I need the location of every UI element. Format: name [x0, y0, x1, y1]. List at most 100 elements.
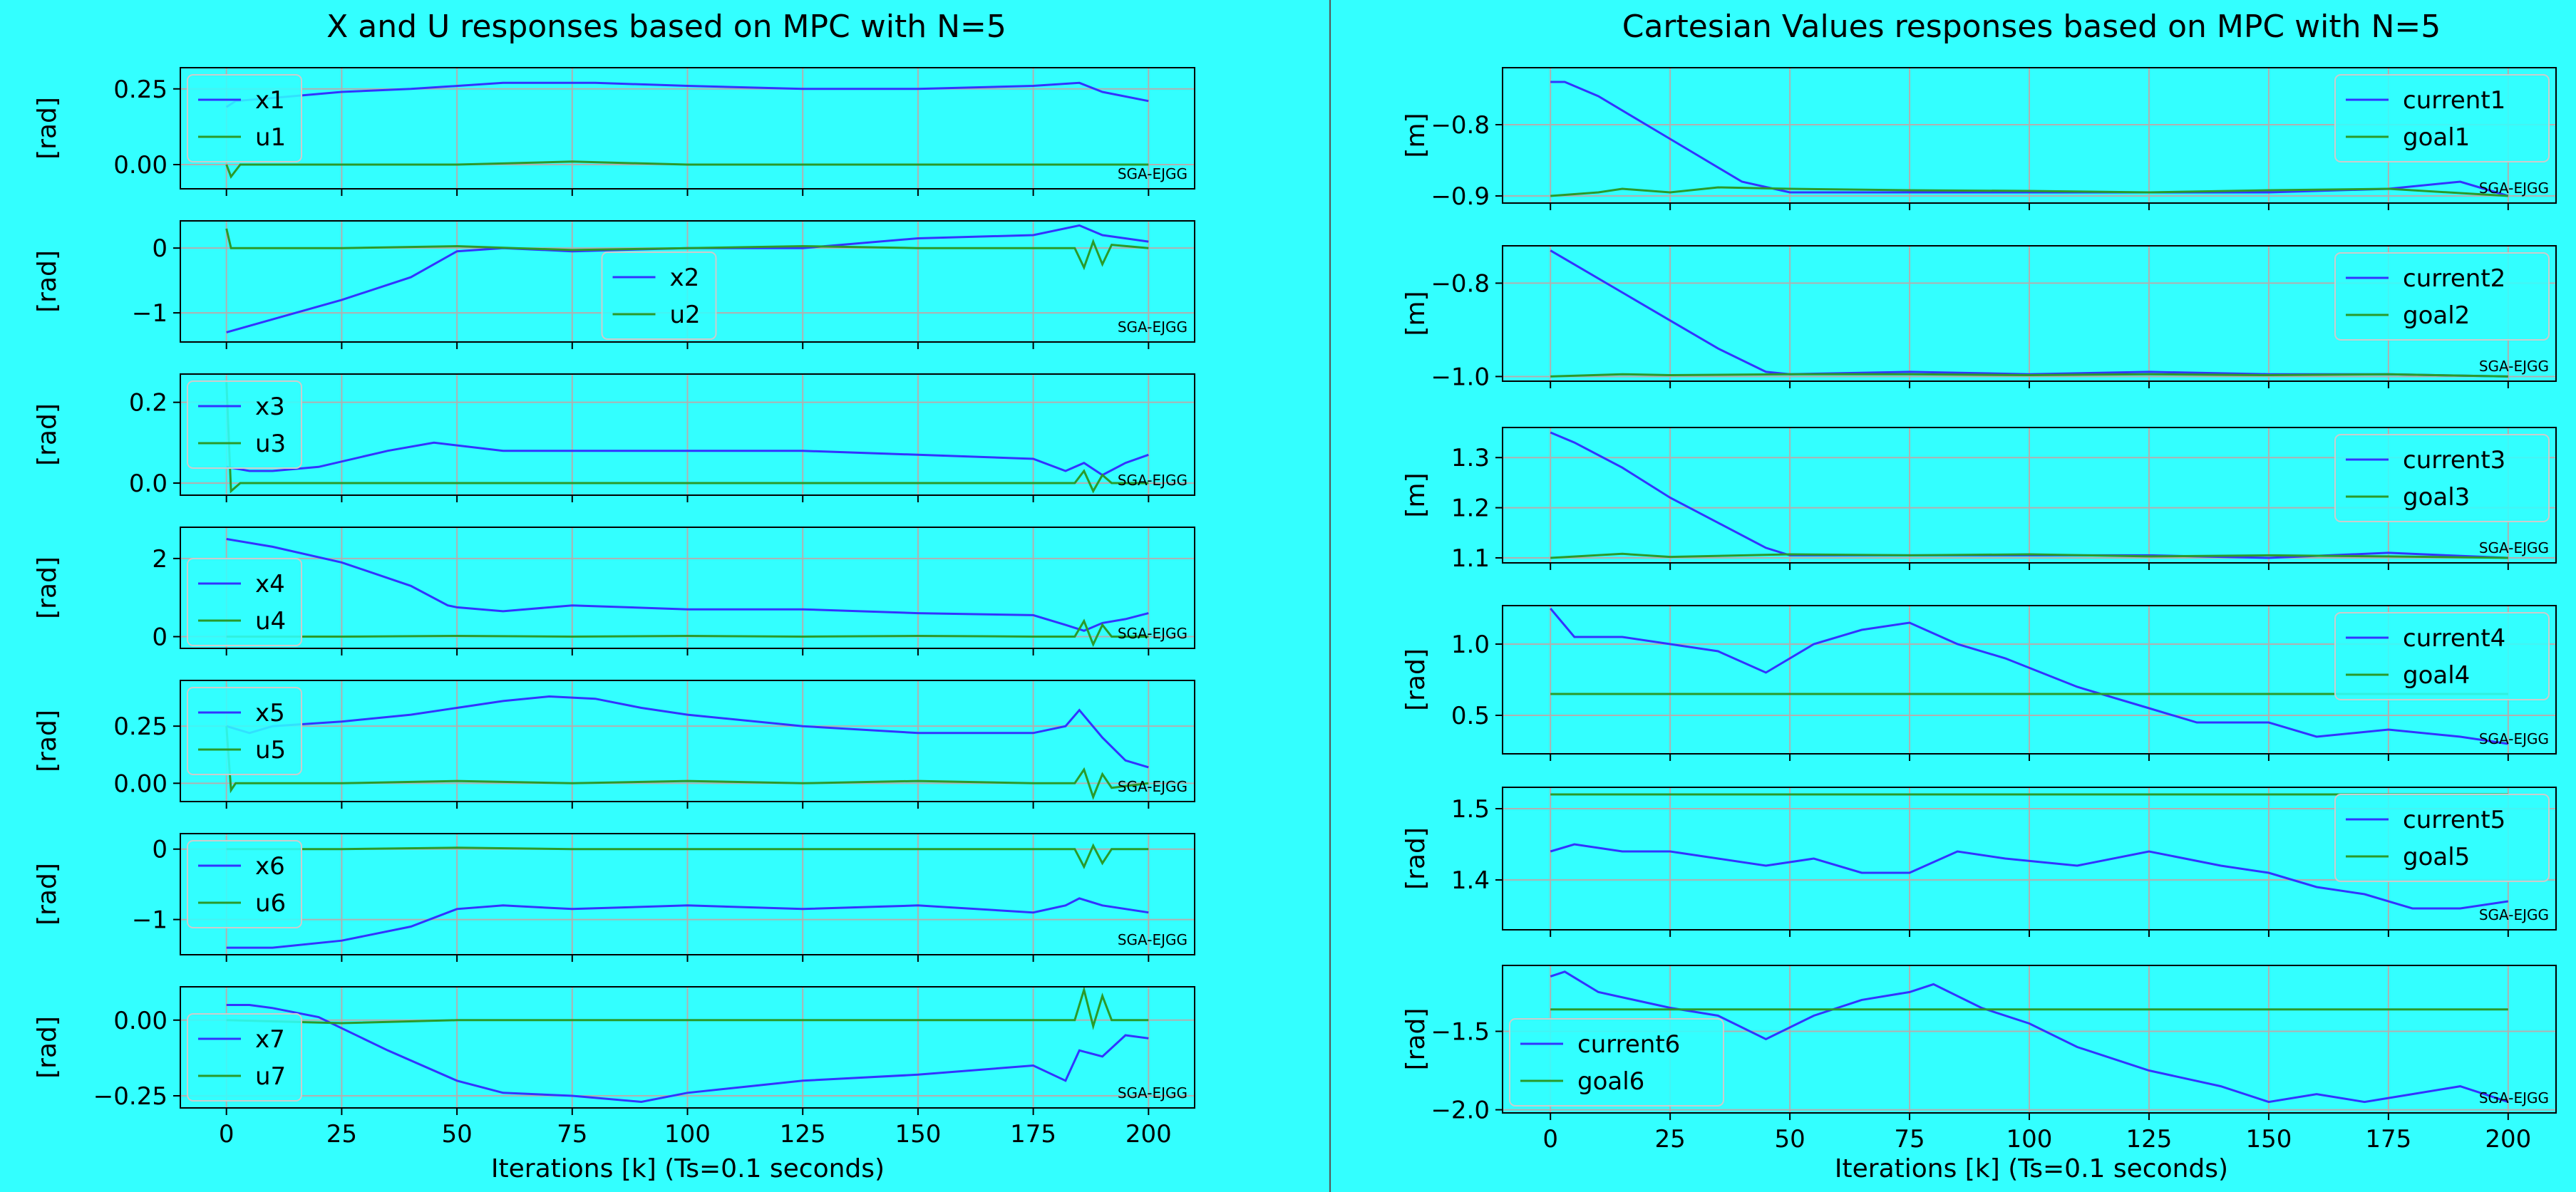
legend-label-goal3: goal3 [2403, 483, 2470, 512]
legend-box [601, 252, 717, 340]
legend-box [2334, 434, 2550, 522]
y-tick-label: −0.25 [93, 1082, 168, 1111]
subplot-2: −1.0 −0.8[m] SGA-EJGG current2 goal2 [1401, 245, 2557, 391]
y-axis-label: [rad] [33, 863, 62, 926]
watermark: SGA-EJGG [2479, 906, 2549, 923]
legend-label-u6: u6 [255, 889, 286, 918]
series-line-goal3 [1550, 552, 2508, 559]
x-tick-label: 150 [895, 1120, 941, 1149]
x-tick-label: 25 [326, 1120, 357, 1149]
y-tick-label: 0.25 [113, 712, 168, 741]
legend-box [1509, 1018, 1724, 1107]
axes-frame [1502, 965, 2557, 1114]
legend-box [2334, 74, 2550, 162]
y-axis-label: [rad] [33, 250, 62, 313]
subplot-5: 1.4 1.5 [rad] SGA-EJGG current5 goal5 [1401, 787, 2557, 937]
y-tick-label: −2.0 [1431, 1097, 1490, 1125]
y-tick-label: 0 [152, 836, 168, 864]
y-tick-label: 1.2 [1451, 494, 1490, 523]
series-line-goal1 [1550, 186, 2508, 197]
legend-label-current5: current5 [2403, 806, 2505, 834]
axes-frame [180, 833, 1195, 955]
legend-label-current3: current3 [2403, 446, 2505, 475]
x-tick-label: 0 [219, 1120, 235, 1149]
legend-label-goal6: goal6 [1577, 1067, 1644, 1096]
legend: current5 goal5 [2334, 794, 2550, 882]
watermark: SGA-EJGG [2479, 1089, 2549, 1107]
x-tick-label: 125 [780, 1120, 826, 1149]
watermark: SGA-EJGG [1118, 165, 1187, 182]
legend-label-current1: current1 [2403, 86, 2505, 115]
y-tick-label: 0.0 [129, 470, 168, 498]
y-tick-label: 1.5 [1451, 795, 1490, 824]
legend-label-u5: u5 [255, 736, 286, 765]
y-axis-label: [m] [1401, 472, 1431, 517]
y-tick-label: −0.8 [1431, 269, 1490, 298]
axes-frame [180, 220, 1195, 343]
legend-label-current4: current4 [2403, 624, 2505, 653]
y-tick-label: 0.00 [113, 151, 168, 180]
series-line-x6 [226, 897, 1149, 949]
x-tick-label: 75 [557, 1120, 587, 1149]
legend: current3 goal3 [2334, 434, 2550, 522]
watermark: SGA-EJGG [1118, 625, 1187, 642]
watermark: SGA-EJGG [2479, 358, 2549, 375]
series-line-current5 [1550, 843, 2509, 910]
y-axis-label: [rad] [33, 556, 62, 619]
legend-label-x7: x7 [255, 1025, 285, 1054]
y-tick-label: 0.2 [129, 389, 168, 418]
legend-box [2334, 252, 2550, 341]
y-tick-label: −0.8 [1431, 111, 1490, 140]
series-line-u4 [226, 618, 1149, 648]
axes-frame [1502, 787, 2557, 931]
x-tick-label: 175 [2365, 1125, 2411, 1154]
subplot-1: −0.9 −0.8[m] SGA-EJGG current1 goal1 [1401, 67, 2557, 211]
series-line-current4 [1550, 608, 2509, 745]
y-axis-label: [rad] [33, 97, 62, 160]
y-tick-label: 2 [152, 545, 168, 574]
legend-label-u1: u1 [255, 123, 286, 152]
y-tick-label: −1.0 [1431, 363, 1490, 391]
legend-label-u7: u7 [255, 1062, 286, 1091]
legend-box [187, 840, 302, 928]
axes-frame [180, 373, 1195, 496]
y-tick-label: 1.0 [1451, 631, 1490, 659]
legend-label-x1: x1 [255, 86, 285, 115]
series-line-x5 [226, 695, 1149, 769]
y-tick-label: −0.9 [1431, 182, 1490, 211]
x-tick-label: 0 [1542, 1125, 1558, 1154]
watermark: SGA-EJGG [1118, 1084, 1187, 1102]
y-axis-label: [rad] [1401, 648, 1431, 711]
legend-box [187, 1013, 302, 1102]
x-tick-label: 100 [664, 1120, 711, 1149]
watermark: SGA-EJGG [1118, 472, 1187, 489]
x-tick-label: 150 [2245, 1125, 2292, 1154]
subplot-6: −2.0 −1.5[rad] SGA-EJGG current6 goal6 [1401, 965, 2557, 1125]
y-tick-label: 1.1 [1451, 544, 1490, 573]
y-tick-label: −1.5 [1431, 1017, 1490, 1046]
watermark: SGA-EJGG [1118, 318, 1187, 336]
legend-box [2334, 794, 2550, 882]
y-tick-label: 0 [152, 623, 168, 652]
axes-frame [180, 527, 1195, 649]
watermark: SGA-EJGG [1118, 931, 1187, 948]
subplot-3: 1.1 1.2 1.3 [m] SGA-EJGG current3 goal3 [1401, 427, 2557, 573]
left-panel: X and U responses based on MPC with N=5 0… [33, 9, 1195, 1183]
x-axis-label: Iterations [k] (Ts=0.1 seconds) [1835, 1154, 2228, 1183]
chart-title: X and U responses based on MPC with N=5 [326, 9, 1006, 45]
legend-label-goal5: goal5 [2403, 843, 2470, 871]
watermark: SGA-EJGG [2479, 180, 2549, 197]
legend-label-x2: x2 [670, 264, 700, 292]
axes-frame [180, 67, 1195, 190]
legend-label-x3: x3 [255, 393, 285, 421]
chart-title: Cartesian Values responses based on MPC … [1622, 9, 2441, 45]
series-line-x7 [226, 1004, 1149, 1104]
